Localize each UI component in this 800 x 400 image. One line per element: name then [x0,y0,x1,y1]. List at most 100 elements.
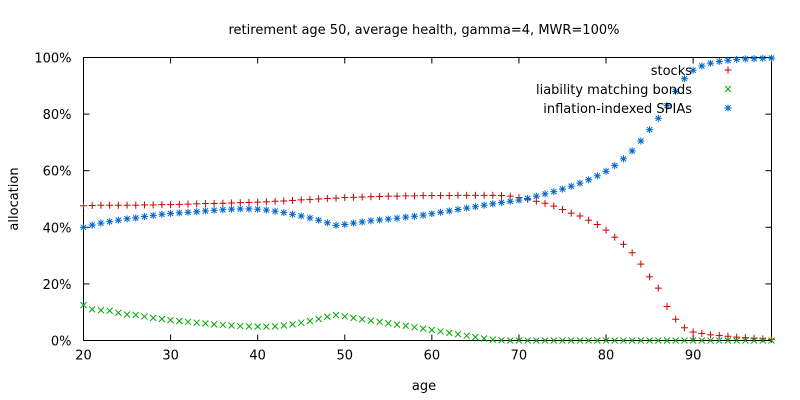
data-point [80,223,87,231]
data-point [97,306,105,314]
data-point [384,215,392,223]
data-point [558,205,566,213]
data-point [759,337,767,344]
data-point [768,337,775,344]
data-point [489,191,497,199]
data-point [132,214,140,222]
data-point [350,314,357,322]
data-point [672,315,680,323]
y-tick-label: 80% [43,108,72,123]
data-point [558,185,566,193]
data-point [167,316,174,324]
data-point [402,322,410,330]
data-point [733,55,741,63]
x-tick-label: 40 [249,349,266,364]
data-point [376,216,384,224]
data-point [750,55,758,63]
data-point [646,126,654,134]
data-point [202,320,209,327]
data-point [715,331,723,339]
data-point [428,326,436,334]
data-point [715,57,723,65]
data-point [341,220,349,228]
data-point [297,196,305,204]
data-point [271,322,279,330]
data-point [149,201,157,209]
data-point [628,249,636,257]
data-point [201,200,209,208]
data-point [628,337,636,344]
data-point [149,211,157,219]
data-point [228,322,235,329]
data-point [524,194,532,202]
data-point [672,87,680,95]
data-point [219,321,227,329]
data-point [306,196,314,204]
data-point [315,195,323,203]
data-point [445,329,453,337]
legend-marker [724,66,732,74]
data-point [567,182,575,190]
data-point [315,315,322,323]
data-point [297,319,305,327]
data-point [654,337,662,344]
data-point [480,191,488,199]
data-point [341,194,349,202]
data-point [280,197,288,205]
data-point [384,319,392,327]
data-point [219,206,227,214]
data-point [602,167,610,175]
x-tick-label: 60 [424,349,441,364]
x-tick-label: 20 [75,349,92,364]
data-point [742,337,749,344]
data-point [689,66,697,74]
data-point [384,192,392,200]
data-point [646,273,654,281]
data-point [532,192,540,200]
data-point [541,337,549,344]
data-point [289,210,297,218]
data-point [576,179,584,187]
data-point [219,199,227,207]
data-point [602,337,610,344]
data-point [132,201,140,209]
data-point [646,337,653,344]
data-point [210,200,218,208]
data-point [114,201,122,209]
data-point [489,336,497,344]
data-point [637,260,645,268]
data-point [724,337,732,344]
data-point [602,226,610,234]
data-point [114,216,122,224]
data-point [454,205,462,213]
data-point [585,176,593,184]
data-point [672,337,680,344]
data-point [768,335,775,343]
data-point [141,313,148,320]
data-point [123,311,131,318]
data-point [175,200,183,208]
y-tick-label: 0% [51,335,72,350]
legend-label: liability matching bonds [536,83,692,98]
data-point [80,301,87,309]
data-point [681,337,688,344]
data-point [768,54,775,62]
x-tick-label: 80 [598,349,615,364]
data-point [759,335,767,343]
data-point [88,202,96,210]
data-point [254,205,262,213]
data-point [193,200,201,208]
data-point [280,209,288,217]
x-tick-label: 70 [511,349,528,364]
data-point [410,212,418,220]
data-point [576,337,584,344]
data-point [698,329,706,337]
data-point [184,208,192,216]
data-point [88,306,96,313]
data-point [393,214,401,222]
data-point [480,201,488,209]
x-axis-title: age [412,379,436,394]
data-point [236,205,244,213]
data-point [289,196,297,204]
data-point [698,62,706,70]
